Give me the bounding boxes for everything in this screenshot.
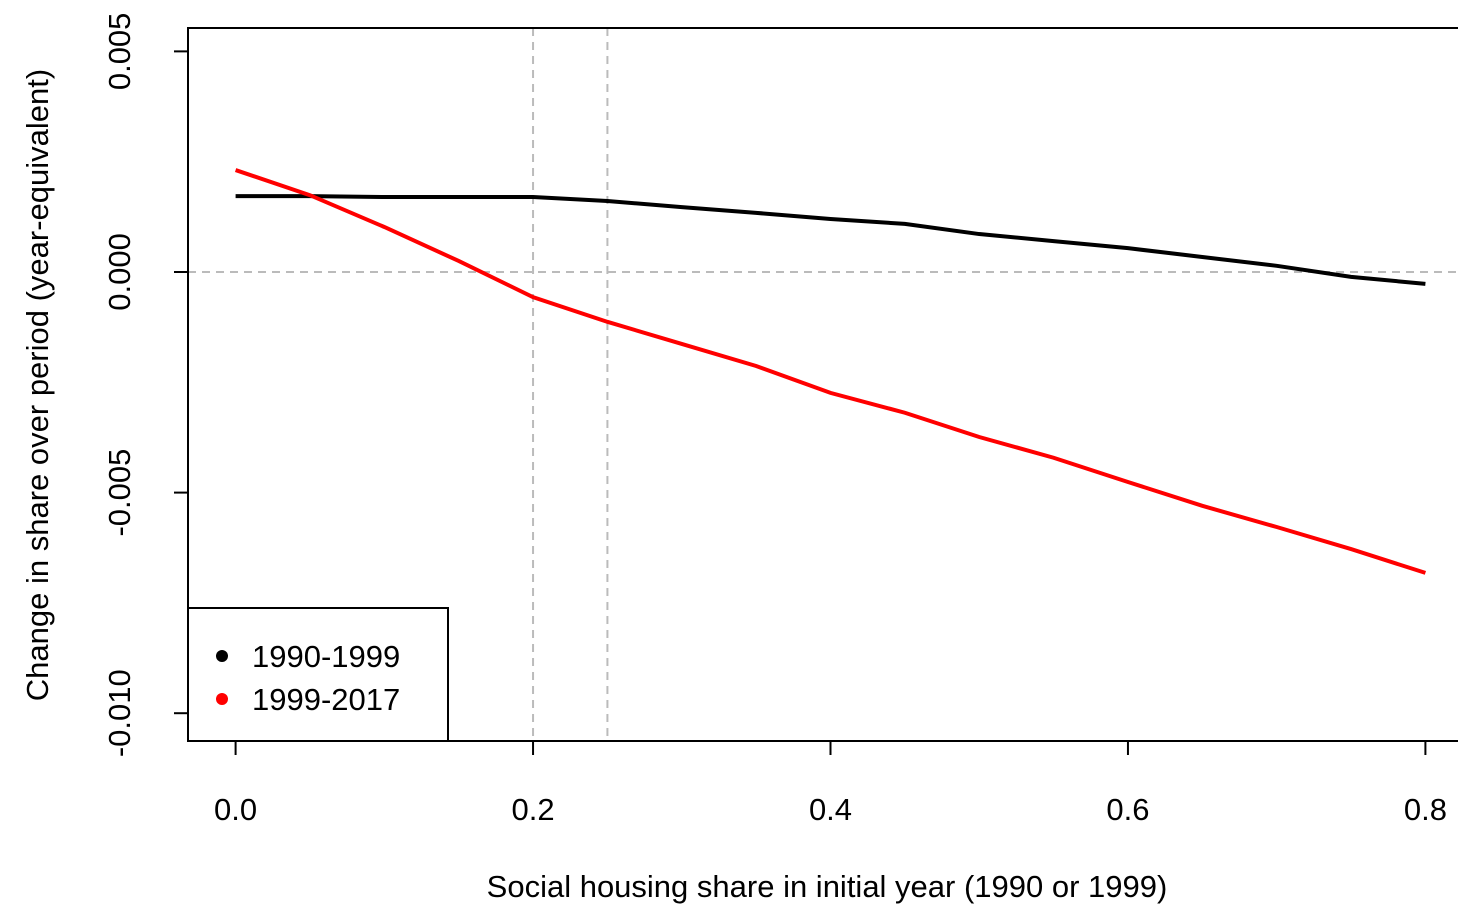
x-tick-label: 0.2	[511, 792, 554, 827]
legend-marker	[216, 693, 228, 705]
x-tick-label: 0.0	[214, 792, 257, 827]
legend-label: 1999-2017	[252, 682, 400, 717]
y-tick-label: 0.000	[102, 233, 137, 311]
x-tick-label: 0.4	[809, 792, 852, 827]
x-tick-label: 0.6	[1106, 792, 1149, 827]
y-axis-label: Change in share over period (year-equiva…	[20, 69, 55, 701]
data-line	[234, 168, 1427, 575]
x-axis-label: Social housing share in initial year (19…	[487, 869, 1168, 904]
y-tick-label: -0.010	[102, 669, 137, 757]
legend-label: 1990-1999	[252, 639, 400, 674]
legend-marker	[216, 650, 228, 662]
x-tick-label: 0.8	[1404, 792, 1447, 827]
legend-box	[187, 607, 449, 742]
y-tick-label: 0.005	[102, 13, 137, 91]
data-line	[235, 194, 1426, 286]
y-tick-label: -0.005	[102, 449, 137, 537]
